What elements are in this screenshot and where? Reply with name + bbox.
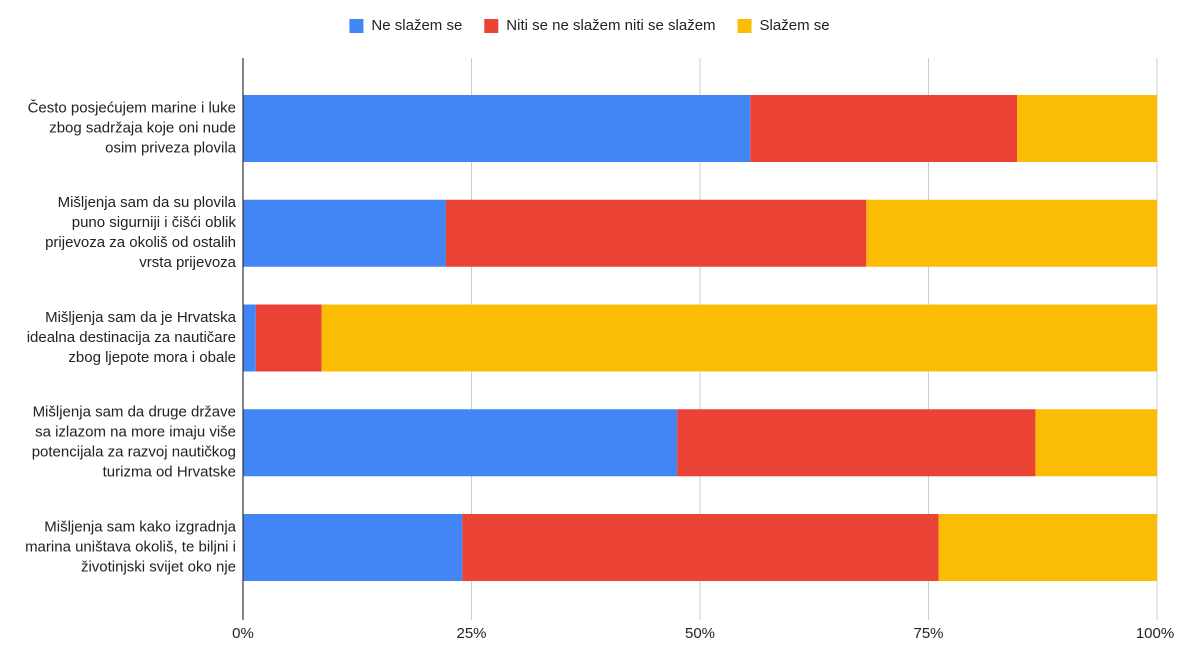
bar-segment-3 — [866, 199, 1157, 267]
legend-item: Ne slažem se — [349, 17, 462, 34]
bar-group — [243, 514, 1157, 581]
category-label-line: sa izlazom na more imaju više — [35, 424, 236, 441]
x-tick-labels: 0% 25% 50% 75% 100% — [232, 625, 1174, 642]
category-label: Mišljenja sam da su plovila puno sigurnij… — [45, 194, 237, 271]
category-label-line: životinjski svijet oko nje — [81, 558, 236, 575]
x-tick-label: 75% — [913, 625, 943, 642]
bar-segment-1 — [243, 304, 256, 372]
legend-label: Ne slažem se — [371, 17, 462, 34]
category-label-line: Mišljenja sam da je Hrvatska — [45, 309, 237, 326]
legend-label: Slažem se — [760, 17, 830, 34]
legend-label: Niti se ne slažem niti se slažem — [506, 17, 715, 34]
bar-group — [243, 304, 1157, 372]
bar-segment-2 — [462, 514, 939, 581]
bar-segment-1 — [243, 514, 463, 581]
legend: Ne slažem se Niti se ne slažem niti se sl… — [349, 17, 830, 34]
category-label-line: Mišljenja sam kako izgradnja — [44, 518, 236, 535]
legend-swatch — [349, 19, 364, 33]
category-labels: Često posjećujem marine i luke zbog sadrž… — [25, 99, 237, 575]
bar-segment-3 — [1035, 409, 1157, 477]
bar-segment-3 — [938, 514, 1157, 581]
x-tick-label: 0% — [232, 625, 254, 642]
category-label-line: idealna destinacija za nautičare — [27, 329, 236, 346]
legend-swatch — [484, 19, 499, 33]
category-label: Mišljenja sam da druge države sa izlazom … — [32, 404, 236, 481]
category-label-line: turizma od Hrvatske — [103, 464, 236, 481]
category-label-line: prijevoza za okoliš od ostalih — [45, 234, 236, 251]
legend-swatch — [737, 19, 752, 33]
bar-segment-1 — [243, 95, 751, 162]
category-label-line: Mišljenja sam da su plovila — [58, 194, 237, 211]
bar-segment-1 — [243, 199, 446, 267]
category-label-line: vrsta prijevoza — [139, 254, 236, 271]
category-label: Mišljenja sam kako izgradnja marina uništ… — [25, 518, 237, 575]
bar-segment-3 — [321, 304, 1157, 372]
category-label: Često posjećujem marine i luke zbog sadrž… — [28, 99, 237, 156]
bar-segment-2 — [750, 95, 1018, 162]
category-label: Mišljenja sam da je Hrvatska idealna dest… — [27, 309, 237, 366]
category-label-line: osim priveza plovila — [105, 139, 237, 156]
bar-segment-3 — [1017, 95, 1157, 162]
bar-segment-1 — [243, 409, 678, 477]
bar-segment-2 — [677, 409, 1036, 477]
category-label-line: zbog ljepote mora i obale — [68, 349, 236, 366]
category-label-line: potencijala za razvoj nautičkog — [32, 444, 236, 461]
category-label-line: zbog sadržaja koje oni nude — [49, 119, 236, 136]
legend-item: Niti se ne slažem niti se slažem — [484, 17, 716, 34]
x-tick-label: 100% — [1136, 625, 1174, 642]
category-label-line: puno sigurniji i čišći oblik — [72, 214, 237, 231]
category-label-line: Često posjećujem marine i luke — [28, 99, 236, 116]
bars — [243, 95, 1157, 581]
x-tick-label: 25% — [456, 625, 486, 642]
bar-group — [243, 95, 1157, 162]
category-label-line: marina uništava okoliš, te biljni i — [25, 538, 236, 555]
bar-group — [243, 409, 1157, 477]
bar-segment-2 — [445, 199, 867, 267]
x-tick-label: 50% — [685, 625, 715, 642]
category-label-line: Mišljenja sam da druge države — [33, 404, 236, 421]
bar-segment-2 — [255, 304, 322, 372]
legend-item: Slažem se — [737, 17, 830, 34]
bar-group — [243, 199, 1157, 267]
